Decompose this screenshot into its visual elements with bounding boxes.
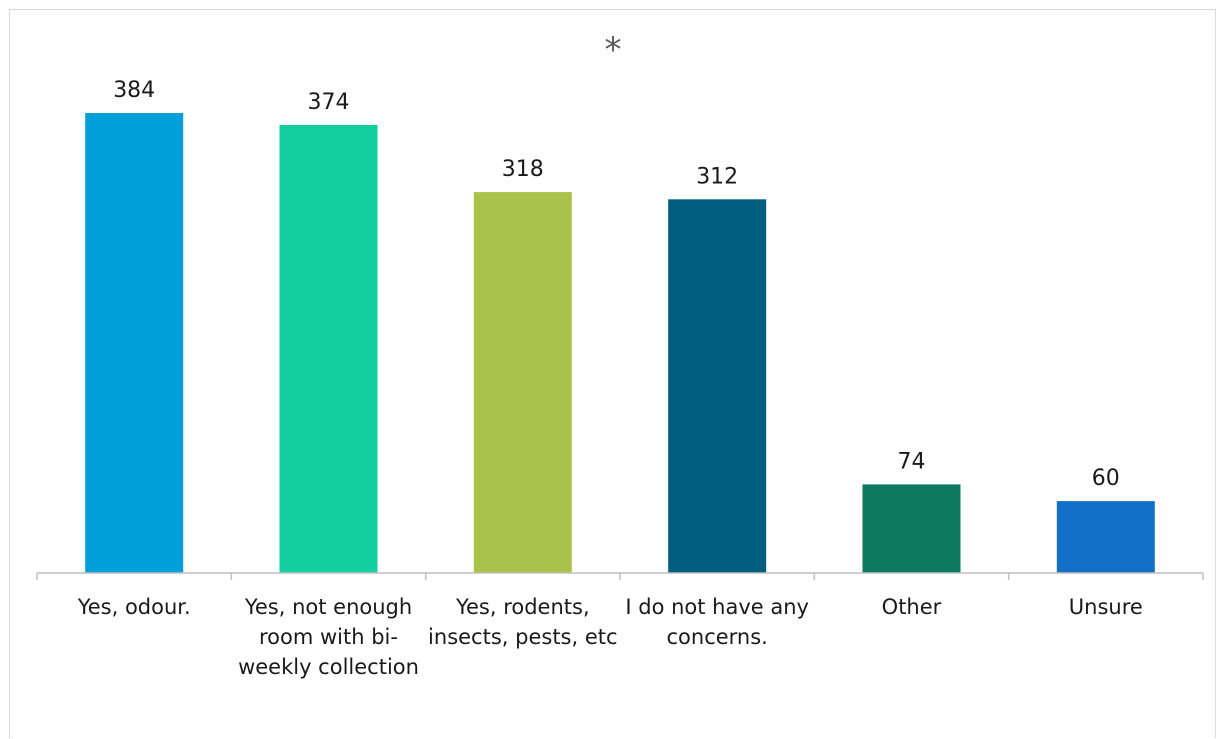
category-label-3: Yes, rodents, insects, pests, etc [428, 595, 618, 649]
data-label-1: 384 [113, 78, 155, 103]
category-label-4: I do not have any concerns. [625, 595, 809, 649]
category-label-6: Unsure [1068, 595, 1143, 619]
chart-frame [9, 9, 1216, 738]
data-label-6: 60 [1092, 466, 1120, 491]
data-label-5: 74 [898, 449, 926, 474]
chart-title: * [604, 30, 622, 70]
bar-2 [279, 125, 378, 573]
bars-group [85, 113, 1155, 574]
data-label-3: 318 [502, 157, 544, 182]
bar-5 [862, 484, 961, 573]
category-label-1: Yes, odour. [77, 595, 191, 619]
data-label-2: 374 [308, 90, 350, 115]
bar-1 [85, 113, 184, 573]
bar-6 [1056, 501, 1155, 573]
bar-4 [668, 199, 767, 574]
category-label-2: Yes, not enough room with bi-weekly coll… [238, 595, 419, 679]
bar-3 [473, 192, 572, 573]
category-label-5: Other [881, 595, 942, 619]
data-labels-group: 384 374 318 312 74 60 [113, 78, 1120, 491]
data-label-4: 312 [696, 164, 738, 189]
x-axis [36, 572, 1204, 580]
